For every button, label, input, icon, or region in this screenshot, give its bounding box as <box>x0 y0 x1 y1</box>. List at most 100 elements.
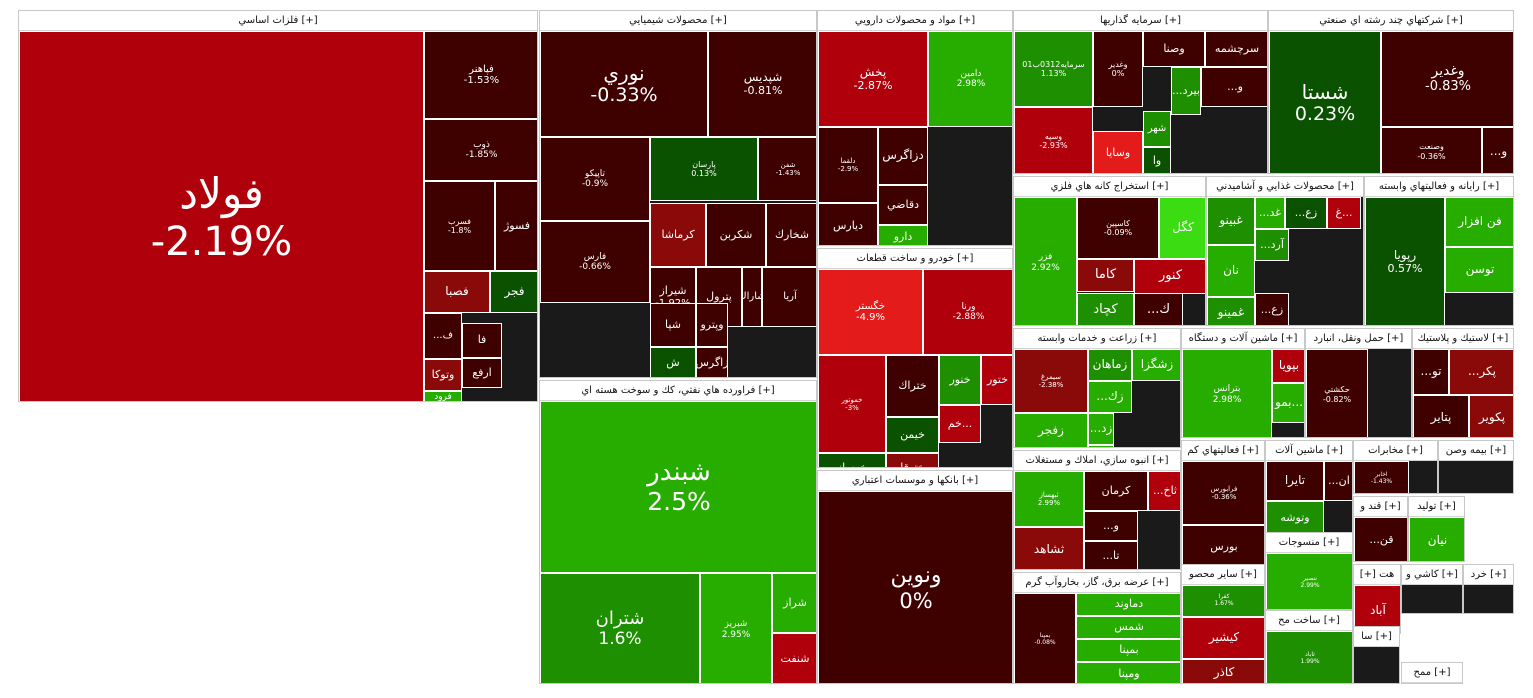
stock-tile[interactable]: خيمن <box>886 417 939 453</box>
sector-title[interactable]: مخابرات [+] <box>1354 441 1437 461</box>
stock-tile[interactable]: ختوقا <box>886 453 939 467</box>
stock-tile[interactable]: كرماشا <box>650 203 706 267</box>
stock-tile[interactable]: فصبا <box>424 271 490 313</box>
stock-tile[interactable]: ثبهساز 2.99% <box>1014 471 1084 527</box>
stock-tile[interactable]: حكشتي -0.82% <box>1306 349 1368 437</box>
stock-tile[interactable]: كيشير <box>1182 617 1264 659</box>
stock-tile[interactable]: بپويا <box>1272 349 1304 383</box>
sector-title[interactable]: محصولات شيميايي [+] <box>540 11 816 31</box>
sector-title[interactable]: عرضه برق، گاز، بخاروآب گرم [+] <box>1014 573 1180 593</box>
stock-tile[interactable]: ...و <box>1482 127 1513 173</box>
stock-tile[interactable]: سرمايه0312ب01 1.13% <box>1014 31 1093 107</box>
stock-tile[interactable]: ش <box>650 347 696 377</box>
stock-tile[interactable]: فرود <box>424 391 462 401</box>
stock-tile[interactable]: ...زد <box>1088 413 1114 445</box>
stock-tile[interactable]: وا <box>1143 147 1171 173</box>
stock-tile[interactable]: زبينا <box>1088 445 1114 447</box>
stock-tile[interactable]: فزر 2.92% <box>1014 197 1077 325</box>
stock-tile[interactable]: دقاضي <box>878 185 928 225</box>
stock-tile[interactable]: رپويا 0.57% <box>1365 197 1445 325</box>
stock-tile[interactable]: ...و <box>1084 511 1138 541</box>
stock-tile[interactable]: دامين 2.98% <box>928 31 1012 127</box>
stock-tile[interactable]: شبريز 2.95% <box>700 573 772 683</box>
sector-title[interactable]: ممح [+] <box>1402 663 1462 683</box>
stock-tile[interactable]: ...ثاخ <box>1148 471 1180 511</box>
sector-title[interactable]: خرد [+] <box>1464 565 1513 585</box>
sector-title[interactable]: لاستيك و پلاستيك [+] <box>1413 329 1513 349</box>
sector-title[interactable]: كاشي و [+] <box>1402 565 1462 585</box>
stock-tile[interactable]: شاراك <box>742 267 762 327</box>
stock-tile[interactable]: آباد <box>1354 585 1400 633</box>
stock-tile[interactable]: فولاد -2.19% <box>19 31 424 401</box>
stock-tile[interactable]: خم... <box>939 405 981 443</box>
stock-tile[interactable]: دارو <box>878 225 928 245</box>
stock-tile[interactable]: فرابورس -0.36% <box>1182 461 1264 525</box>
stock-tile[interactable]: وپترو <box>696 303 728 347</box>
stock-tile[interactable]: شهر <box>1143 111 1171 147</box>
sector-title[interactable]: بانكها و موسسات اعتباري [+] <box>818 471 1012 491</box>
stock-tile[interactable]: توسن <box>1445 247 1513 293</box>
sector-title[interactable]: استخراج كانه هاي فلزي [+] <box>1014 177 1205 197</box>
stock-tile[interactable]: وغدير -0.83% <box>1381 31 1513 127</box>
stock-tile[interactable]: وسايا <box>1093 131 1143 173</box>
stock-tile[interactable]: وصنعت -0.36% <box>1381 127 1482 173</box>
stock-tile[interactable]: ...زع <box>1285 197 1327 229</box>
stock-tile[interactable]: بمو... <box>1272 383 1304 423</box>
stock-tile[interactable]: خوساز <box>818 453 886 467</box>
stock-tile[interactable]: تاپيكو -0.9% <box>540 137 650 221</box>
sector-title[interactable]: سا [+] <box>1354 627 1399 647</box>
stock-tile[interactable]: ارفع <box>462 358 502 388</box>
stock-tile[interactable]: بمپنا <box>1076 639 1180 662</box>
sector-title[interactable]: فراورده هاي نفتي، كك و سوخت هسته اي [+] <box>540 381 816 401</box>
stock-tile[interactable]: خنور <box>939 355 981 405</box>
sector-title[interactable]: توليد [+] <box>1409 497 1464 517</box>
sector-title[interactable]: [+] هت <box>1354 565 1400 585</box>
stock-tile[interactable]: ...ك <box>1134 293 1183 325</box>
sector-title[interactable]: ساير محصو [+] <box>1182 565 1264 585</box>
stock-tile[interactable]: فا <box>462 323 502 358</box>
stock-tile[interactable]: شمس <box>1076 616 1180 639</box>
stock-tile[interactable]: ورنا -2.88% <box>923 269 1012 355</box>
sector-title[interactable]: حمل ونقل، انبارد [+] <box>1306 329 1411 349</box>
stock-tile[interactable]: فن افزار <box>1445 197 1513 247</box>
stock-tile[interactable]: بورس <box>1182 525 1264 569</box>
stock-tile[interactable]: ثاباد 1.99% <box>1266 631 1352 683</box>
stock-tile[interactable]: ختور <box>981 355 1012 405</box>
sector-title[interactable]: شركتهاي چند رشته اي صنعتي [+] <box>1269 11 1513 31</box>
stock-tile[interactable]: ...ان <box>1324 461 1352 501</box>
stock-tile[interactable]: ...قن <box>1354 517 1407 561</box>
stock-tile[interactable]: ...و <box>1201 67 1267 107</box>
sector-title[interactable]: قند و [+] <box>1354 497 1407 517</box>
stock-tile[interactable]: ذوب -1.85% <box>424 119 537 181</box>
stock-tile[interactable]: سيمرغ -2.38% <box>1014 349 1088 413</box>
sector-title[interactable]: سرمايه گذاريها [+] <box>1014 11 1267 31</box>
sector-title[interactable]: محصولات غذايي و آشاميدني [+] <box>1207 177 1363 197</box>
stock-tile[interactable]: ننصير 2.99% <box>1266 553 1352 609</box>
stock-tile[interactable]: كاذر <box>1182 659 1264 683</box>
stock-tile[interactable]: فسرب -1.8% <box>424 181 495 271</box>
stock-tile[interactable]: نوري -0.33% <box>540 31 708 137</box>
stock-tile[interactable]: ...غد <box>1255 197 1285 229</box>
stock-tile[interactable]: بمپنا -0.08% <box>1014 593 1076 683</box>
stock-tile[interactable]: وغدير 0% <box>1093 31 1143 107</box>
stock-tile[interactable]: ديارس <box>818 203 878 245</box>
stock-tile[interactable]: كرمان <box>1084 471 1148 511</box>
stock-tile[interactable]: غمينو <box>1207 297 1255 325</box>
stock-tile[interactable]: شفن -1.43% <box>758 137 816 201</box>
sector-title[interactable]: مواد و محصولات دارويي [+] <box>818 11 1012 31</box>
stock-tile[interactable]: فارس -0.66% <box>540 221 650 303</box>
stock-tile[interactable]: خموتور -3% <box>818 355 886 453</box>
stock-tile[interactable]: زاگرس <box>696 347 728 377</box>
stock-tile[interactable]: غبينو <box>1207 197 1255 245</box>
sector-title[interactable]: انبوه سازي، املاك و مستغلات [+] <box>1014 451 1180 471</box>
stock-tile[interactable]: نان <box>1207 245 1255 297</box>
stock-tile[interactable]: زفجر <box>1014 413 1088 447</box>
sector-title[interactable]: منسوجات [+] <box>1266 533 1352 553</box>
stock-tile[interactable]: دزاگرس <box>878 127 928 185</box>
stock-tile[interactable]: وسپه -2.93% <box>1014 107 1093 173</box>
stock-tile[interactable]: آريا <box>762 267 816 327</box>
stock-tile[interactable]: زشگزا <box>1132 349 1180 381</box>
stock-tile[interactable]: پارسان 0.13% <box>650 137 758 201</box>
stock-tile[interactable]: شبندر 2.5% <box>540 401 816 573</box>
sector-title[interactable]: خودرو و ساخت قطعات [+] <box>818 249 1012 269</box>
